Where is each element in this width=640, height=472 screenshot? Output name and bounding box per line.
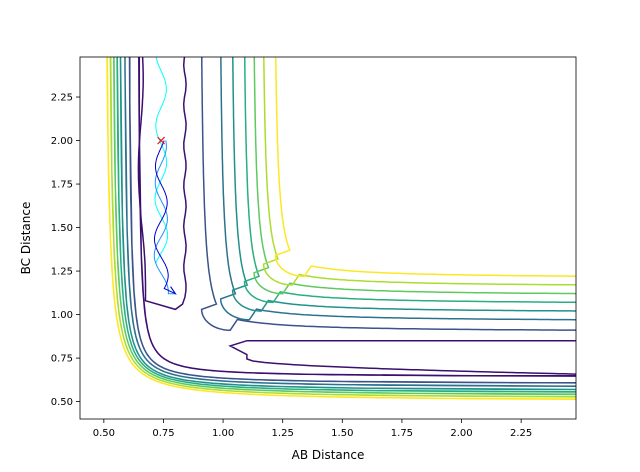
contour-line-corner (219, 57, 576, 321)
contour-line-corner (243, 57, 576, 304)
x-tick-label: 1.50 (331, 428, 353, 439)
y-tick-label: 2.25 (51, 93, 73, 104)
contour-line-corner (262, 57, 576, 286)
trajectory-line (154, 140, 169, 263)
contour-line-outer (116, 57, 576, 393)
contour-line-outer (106, 57, 576, 401)
x-tick-label: 0.75 (152, 428, 174, 439)
x-tick-label: 2.25 (510, 428, 532, 439)
x-tick-label: 1.00 (212, 428, 234, 439)
y-tick-label: 2.00 (51, 136, 73, 147)
x-axis-label: AB Distance (292, 448, 365, 462)
contour-line-valley (137, 57, 187, 311)
x-tick-label: 1.25 (272, 428, 294, 439)
trajectory-layer (153, 57, 177, 295)
x-tick-label: 0.50 (93, 428, 115, 439)
contour-line-outer (124, 57, 576, 387)
trajectory-line (155, 57, 167, 141)
x-axis: 0.50 0.75 1.00 1.25 1.50 1.75 2.00 2.25 (93, 419, 532, 439)
contour-line-corner (231, 57, 576, 312)
contour-line-outer (113, 57, 576, 396)
x-tick-label: 1.75 (391, 428, 413, 439)
y-axis-label: BC Distance (19, 202, 33, 275)
contour-line-outer (119, 57, 576, 391)
y-tick-label: 0.75 (51, 354, 73, 365)
y-tick-label: 1.25 (51, 267, 73, 278)
contour-line-corner (200, 57, 576, 331)
contour-line-corner (274, 57, 576, 278)
y-axis: 0.50 0.75 1.00 1.25 1.50 1.75 2.00 2.25 (51, 93, 80, 408)
contour-line-corner (253, 57, 576, 295)
x-tick-label: 2.00 (450, 428, 472, 439)
y-tick-label: 1.00 (51, 310, 73, 321)
start-marker (157, 136, 166, 145)
y-tick-label: 1.75 (51, 180, 73, 191)
trajectory-line (153, 140, 177, 295)
contour-line-outer (138, 57, 576, 377)
y-tick-label: 0.50 (51, 397, 73, 408)
contour-line-valley (228, 339, 576, 375)
y-tick-label: 1.50 (51, 223, 73, 234)
contour-line-outer (109, 57, 576, 398)
trajectory-line (154, 140, 177, 295)
contour-line-outer (128, 57, 576, 384)
axes-frame (79, 56, 577, 420)
contour-layer (106, 57, 576, 401)
